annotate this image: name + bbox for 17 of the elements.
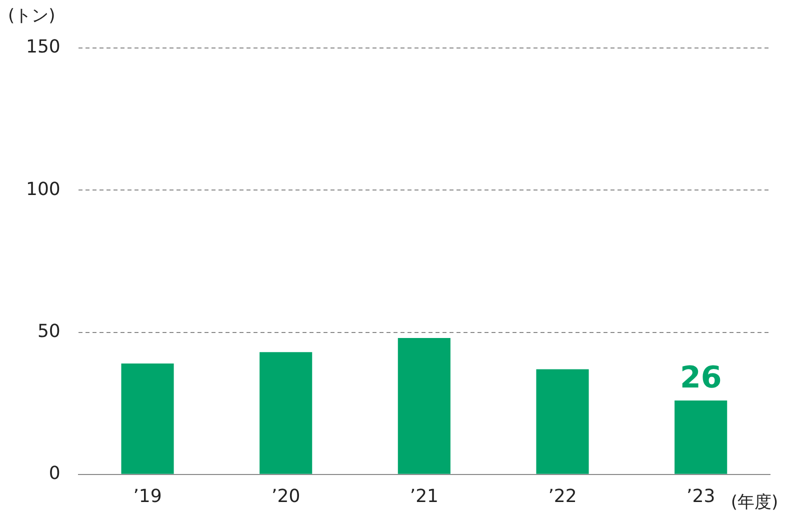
y-tick-label: 50 [37, 320, 60, 342]
bar [398, 338, 450, 474]
y-tick-label: 150 [26, 36, 60, 58]
bar [260, 352, 312, 474]
y-tick-label: 0 [48, 463, 60, 484]
x-tick-label: ’19 [133, 486, 162, 507]
y-tick-label: 100 [26, 178, 60, 200]
x-tick-label: ’21 [410, 486, 438, 507]
bar [674, 400, 728, 474]
bar [536, 369, 589, 474]
bar [121, 364, 174, 474]
x-tick-label: ’22 [548, 486, 577, 507]
x-tick-label: ’23 [686, 486, 716, 507]
y-axis-title: (トン) [8, 6, 56, 26]
x-axis-title: (年度) [730, 492, 778, 512]
x-tick-label: ’20 [272, 486, 300, 507]
data-label: 26 [680, 360, 722, 396]
